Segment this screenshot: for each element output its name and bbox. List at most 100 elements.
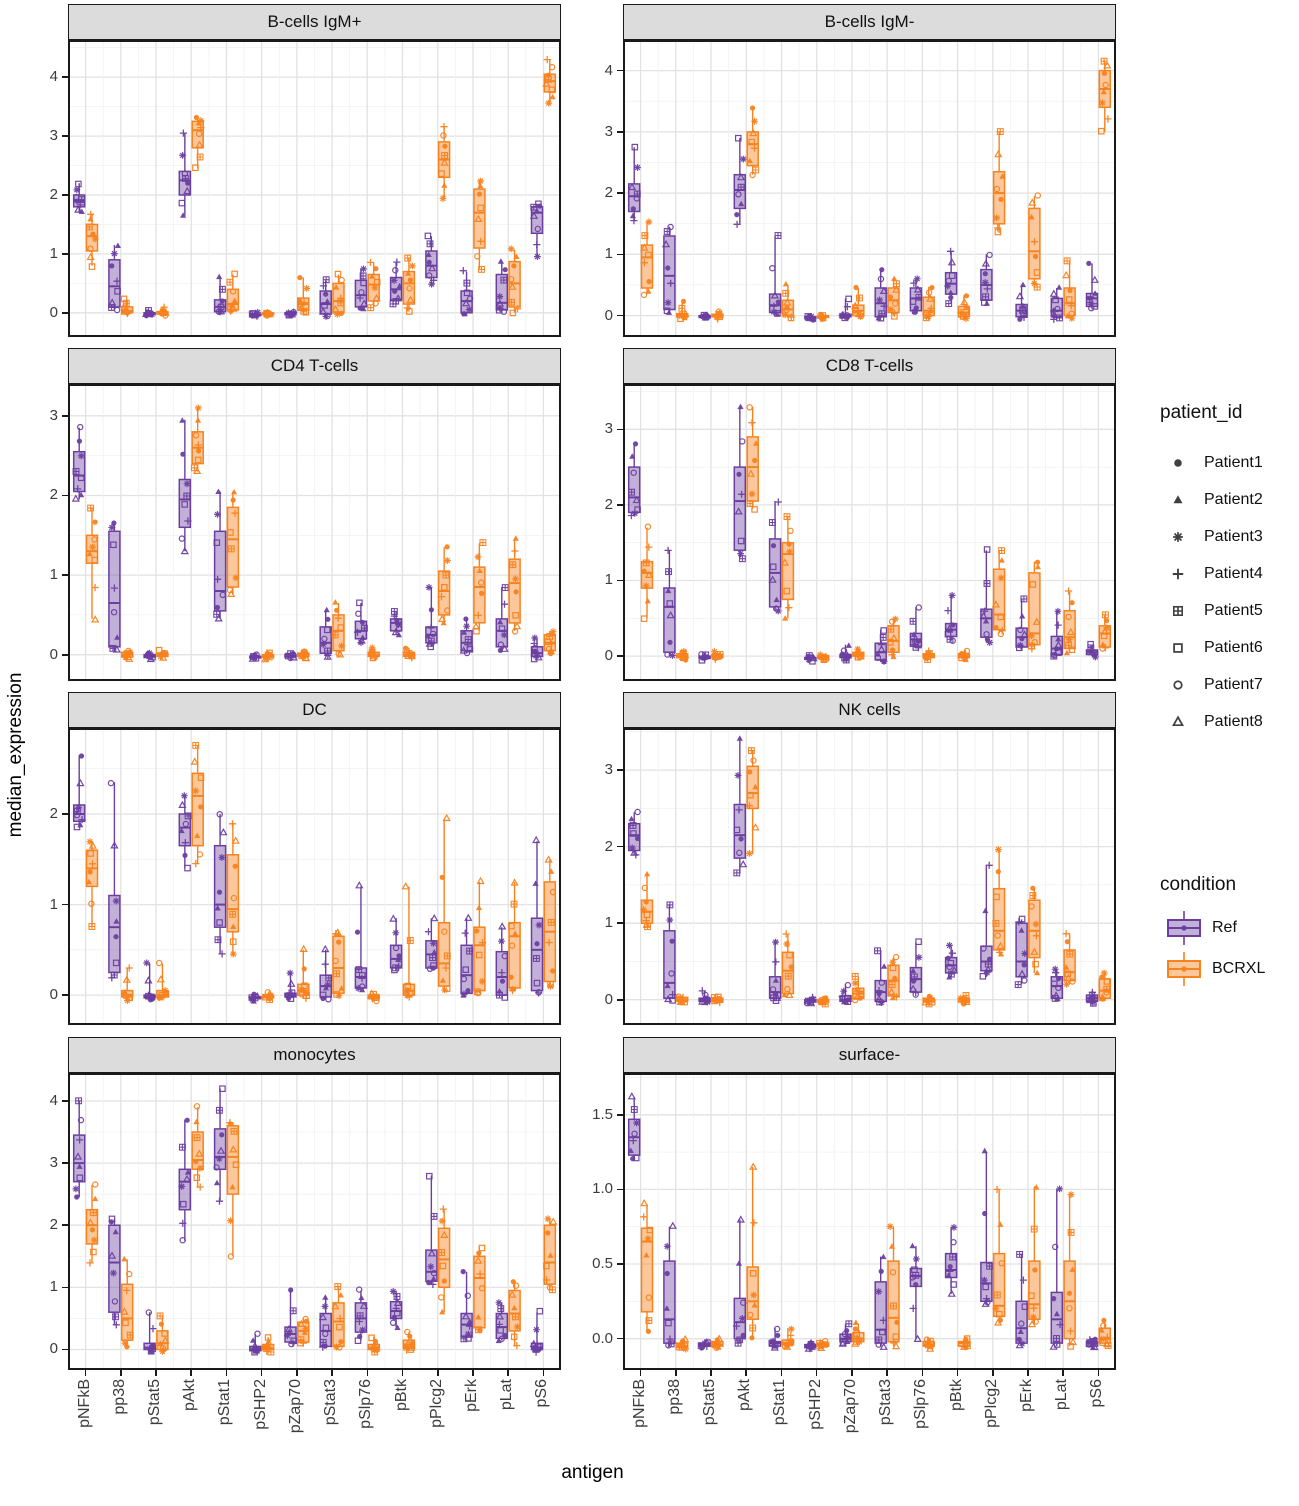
y-tick-mark [617,579,623,582]
legend-patient-label-6: Patient6 [1204,639,1263,656]
facet-3-title: CD8 T-cells [825,356,914,375]
facet-3-ytick-1: 1 [604,571,613,589]
legend-patient-label-8: Patient8 [1204,713,1263,730]
x-tick-label-pSlp76: pSlp76 [357,1379,375,1429]
x-tick-label-pp38: pp38 [110,1379,128,1415]
x-tick-label-pZap70: pZap70 [841,1379,859,1434]
facet-0-ytick-0: 0 [49,303,58,321]
facet-2-ytick-2: 2 [49,486,58,504]
y-tick-mark [62,1162,68,1164]
legend-patient-label-2: Patient2 [1204,491,1263,508]
facet-5-title: NK cells [838,700,901,719]
x-tick-label-pBtk: pBtk [947,1379,965,1412]
facet-1-strip: B-cells IgM- [623,4,1116,40]
y-tick-mark [62,1100,68,1102]
y-tick-mark [617,192,623,194]
x-tick-label-pS6: pS6 [533,1379,551,1408]
x-tick-label-pS6: pS6 [1088,1379,1106,1408]
facet-7-ytick-0.0: 0.0 [592,1329,613,1347]
x-tick-pAkt: pAkt [181,1379,201,1416]
x-tick-mark [745,1370,748,1376]
x-tick-pSlp76: pSlp76 [912,1379,932,1434]
facet-1-panel [623,40,1116,337]
y-tick-mark [62,194,68,196]
x-tick-mark [1097,1370,1100,1376]
x-tick-pBtk: pBtk [393,1379,413,1416]
x-tick-pStat3: pStat3 [877,1379,897,1430]
y-tick-mark [62,1286,68,1289]
x-tick-mark [401,1370,404,1376]
x-tick-pZap70: pZap70 [842,1379,862,1438]
y-tick-mark [62,1348,68,1351]
facet-4-ytick-1: 1 [49,895,58,913]
y-tick-mark [617,1337,623,1340]
facet-3-strip: CD8 T-cells [623,348,1116,384]
y-tick-mark [617,504,623,506]
y-tick-mark [617,428,623,431]
facet-0-strip: B-cells IgM+ [68,4,561,40]
x-tick-mark [886,1370,888,1376]
condition-key-ref-icon [1167,911,1201,945]
x-tick-mark [366,1370,369,1376]
y-tick-mark [62,903,68,906]
facet-5-ytick-2: 2 [604,837,613,855]
legend-condition-label-ref: Ref [1212,919,1237,936]
filled-circle-icon [1174,459,1182,467]
y-tick-mark [617,845,623,848]
x-tick-mark [1062,1370,1064,1376]
x-tick-pNFkB: pNFkB [631,1379,651,1433]
facet-6-ytick-4: 4 [49,1091,58,1109]
x-tick-mark [991,1370,994,1376]
y-tick-mark [62,574,68,576]
x-tick-pSHP2: pSHP2 [252,1379,272,1435]
facet-4-ytick-2: 2 [49,805,58,823]
filled-triangle-icon [1173,495,1183,504]
facet-3-ytick-2: 2 [604,495,613,513]
facet-4-ytick-0: 0 [49,986,58,1004]
x-tick-pStat5: pStat5 [146,1379,166,1430]
x-tick-mark [296,1370,298,1376]
x-tick-label-pStat5: pStat5 [701,1379,719,1426]
y-tick-mark [62,813,68,815]
x-tick-pNFkB: pNFkB [76,1379,96,1433]
y-tick-mark [62,253,68,255]
x-tick-label-pZap70: pZap70 [286,1379,304,1434]
x-tick-mark [851,1370,853,1376]
plus-icon [1172,568,1184,580]
x-axis-title: antigen [561,1462,624,1483]
y-tick-mark [62,494,68,497]
facet-0-ytick-2: 2 [49,185,58,203]
x-tick-label-pBtk: pBtk [392,1379,410,1412]
x-tick-label-pStat1: pStat1 [216,1379,234,1426]
x-tick-label-pStat3: pStat3 [322,1379,340,1426]
x-tick-mark [472,1370,474,1376]
facet-2-strip: CD4 T-cells [68,348,561,384]
x-tick-mark [190,1370,193,1376]
y-tick-mark [617,253,623,256]
x-tick-mark [780,1370,783,1376]
facet-1-ytick-1: 1 [604,245,613,263]
x-tick-pErk: pErk [463,1379,483,1417]
x-tick-mark [436,1370,439,1376]
y-tick-mark [617,769,623,771]
x-tick-label-pPlcg2: pPlcg2 [982,1379,1000,1428]
x-tick-label-pStat1: pStat1 [771,1379,789,1426]
legend-patient-label-3: Patient3 [1204,528,1263,545]
facet-7-ytick-1.0: 1.0 [592,1180,613,1198]
x-tick-label-pNFkB: pNFkB [75,1379,93,1428]
legend-title-patient-id: patient_id [1160,402,1243,423]
y-tick-mark [62,1224,68,1227]
facet-2-ytick-1: 1 [49,566,58,584]
facet-1-ytick-4: 4 [604,61,613,79]
facet-2-panel [68,384,561,681]
x-tick-pSHP2: pSHP2 [807,1379,827,1435]
x-tick-pp38: pp38 [111,1379,131,1420]
facet-3-ytick-3: 3 [604,420,613,438]
facet-0-ytick-1: 1 [49,244,58,262]
facet-1-ytick-0: 0 [604,306,613,324]
x-tick-mark [84,1370,87,1376]
condition-key-bcrxl-icon [1167,952,1201,986]
x-tick-pSlp76: pSlp76 [357,1379,377,1434]
facet-1-ytick-2: 2 [604,184,613,202]
y-tick-mark [617,69,623,72]
